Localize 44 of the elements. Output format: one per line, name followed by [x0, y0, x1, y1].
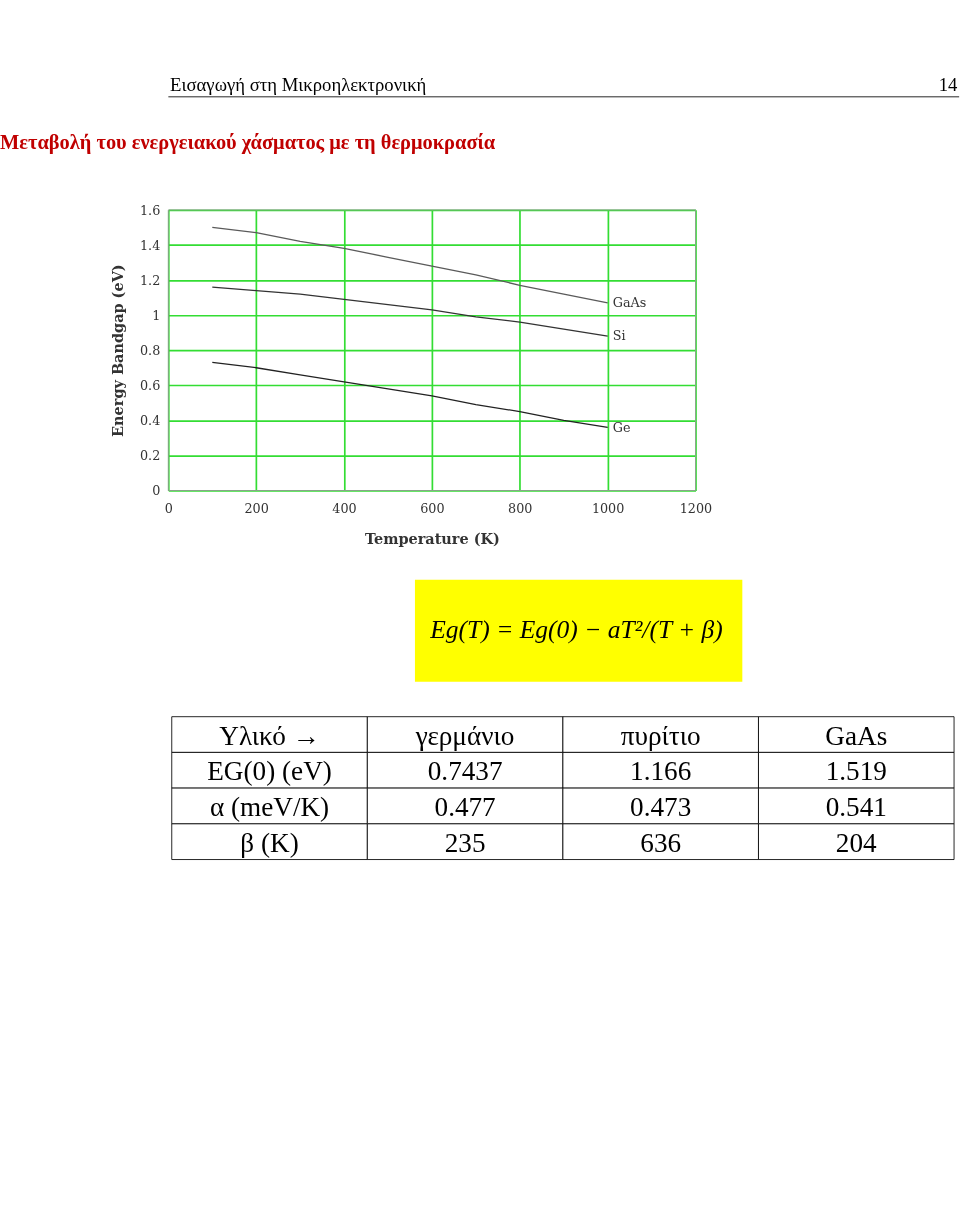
- line-series: [211, 286, 609, 337]
- y-tick-label: 1.2: [140, 272, 161, 288]
- text: 0.541: [825, 792, 887, 823]
- text: 204: [835, 827, 878, 858]
- text: α (meV/K): [209, 792, 330, 823]
- y-axis-title: Energy Bandgap (eV): [108, 264, 126, 437]
- text: 0.473: [630, 792, 692, 823]
- x-tick-label: 600: [420, 501, 445, 517]
- text: GaAs: [825, 720, 888, 751]
- x-tick-label: 1200: [679, 501, 713, 517]
- text: 1.166: [630, 756, 692, 787]
- series-label: GaAs: [612, 295, 647, 311]
- x-tick-label: 1000: [591, 501, 625, 517]
- line-series: [211, 226, 609, 304]
- y-tick-label: 1.6: [140, 202, 161, 218]
- x-tick-label: 0: [164, 501, 173, 517]
- text: Υλικό →: [219, 720, 320, 751]
- text: γερμάνιο: [414, 720, 515, 751]
- text: Εισαγωγή στη Μικροηλεκτρονική: [170, 73, 427, 95]
- x-tick-label: 200: [244, 501, 269, 517]
- text: 636: [640, 827, 682, 858]
- y-tick-label: 0.8: [140, 342, 161, 358]
- text: 0.7437: [427, 756, 503, 787]
- y-tick-label: 1.4: [140, 237, 161, 253]
- y-tick-label: 0: [152, 483, 161, 499]
- x-axis-title: Temperature (K): [364, 529, 500, 547]
- text: EG(0) (eV): [207, 756, 332, 787]
- y-tick-label: 0.4: [140, 413, 161, 429]
- x-tick-label: 800: [508, 501, 533, 517]
- text: 235: [444, 827, 486, 858]
- line-series: [211, 361, 609, 429]
- text: 1.519: [825, 756, 887, 787]
- y-tick-label: 0.6: [140, 377, 161, 393]
- text: 14: [938, 73, 959, 95]
- chart-title: Μεταβολή του ενεργειακού χάσματος με τη θερμοκρασία: [0, 130, 496, 154]
- text: Eg(T) = Eg(0) − aT²/(T + β): [429, 615, 723, 645]
- text: β (K): [240, 827, 299, 858]
- series-label: Si: [612, 328, 626, 344]
- series-label: Ge: [612, 419, 631, 435]
- x-tick-label: 400: [332, 501, 357, 517]
- y-tick-label: 1: [152, 307, 161, 323]
- text: 0.477: [434, 792, 496, 823]
- text: πυρίτιο: [620, 720, 701, 751]
- y-tick-label: 0.2: [140, 448, 161, 464]
